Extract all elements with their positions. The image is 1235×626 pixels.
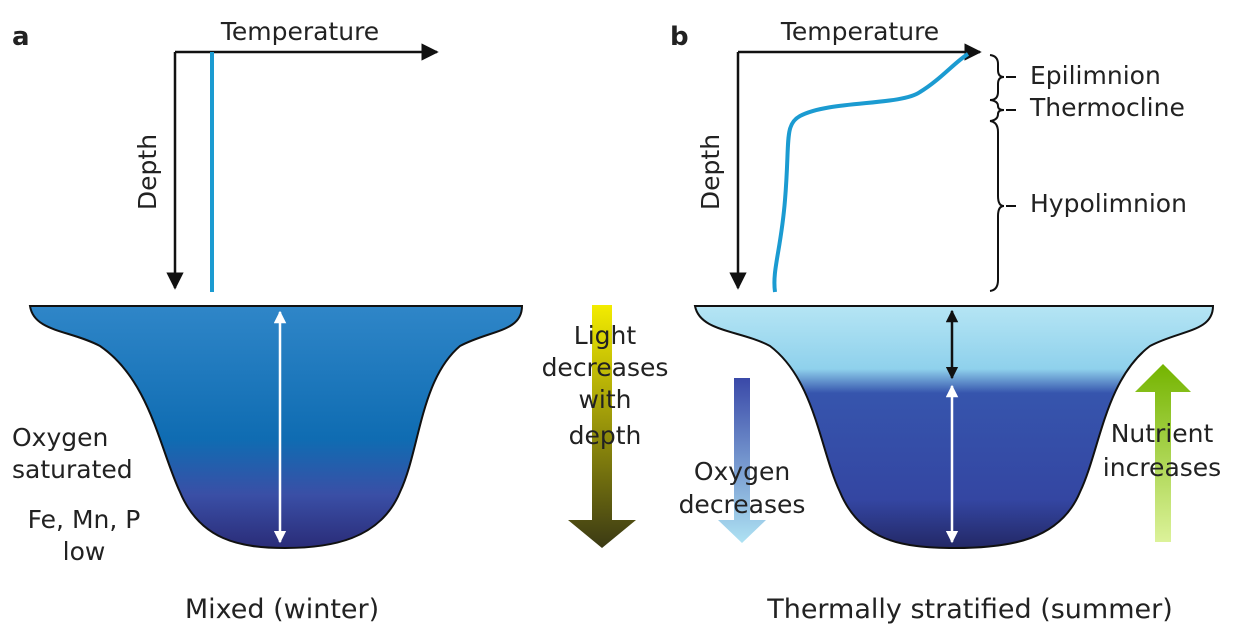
brace: [990, 121, 1004, 291]
note: Oxygen: [12, 423, 108, 452]
caption: Thermally stratified (summer): [766, 594, 1173, 625]
note: Fe, Mn, P: [28, 505, 141, 534]
nutrient-text: increases: [1103, 453, 1221, 482]
oxygen-text: decreases: [679, 490, 806, 519]
axis-label: Temperature: [780, 17, 939, 46]
brace: [990, 100, 1004, 121]
layer-label: Thermocline: [1029, 93, 1185, 122]
panel-label: b: [670, 22, 689, 52]
axis-label: Depth: [696, 134, 725, 210]
axis-label: Depth: [133, 134, 162, 210]
light-text: with: [578, 385, 631, 414]
panel-label: a: [12, 22, 30, 52]
light-text: decreases: [542, 353, 669, 382]
nutrient-text: Nutrient: [1111, 419, 1214, 448]
note: saturated: [12, 455, 133, 484]
axis-label: Temperature: [220, 17, 379, 46]
layer-label: Epilimnion: [1030, 61, 1161, 90]
light-text: Light: [574, 321, 637, 350]
oxygen-text: Oxygen: [694, 457, 790, 486]
layer-label: Hypolimnion: [1030, 189, 1187, 218]
note: low: [63, 537, 106, 566]
figure: a Temperature Depth Oxygen saturated Fe,…: [0, 0, 1235, 626]
temperature-profile: [774, 54, 968, 292]
caption: Mixed (winter): [185, 594, 379, 625]
brace: [990, 55, 1004, 100]
light-text: depth: [569, 421, 642, 450]
